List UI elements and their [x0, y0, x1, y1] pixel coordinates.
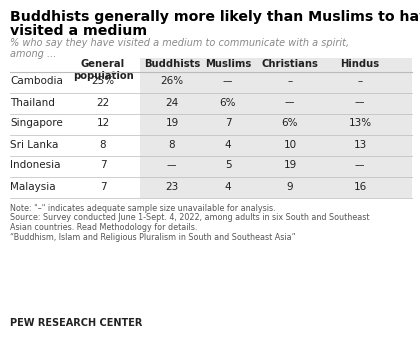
Text: 5: 5: [225, 160, 231, 170]
Text: Cambodia: Cambodia: [10, 76, 63, 86]
Text: 16: 16: [353, 182, 367, 191]
Text: 19: 19: [165, 119, 178, 129]
Text: 8: 8: [100, 139, 106, 150]
Text: ––: ––: [167, 160, 177, 170]
Text: 24: 24: [165, 98, 178, 107]
Bar: [140, 58, 412, 198]
Text: 23: 23: [165, 182, 178, 191]
Text: 4: 4: [225, 139, 231, 150]
Text: –: –: [357, 76, 362, 86]
Text: visited a medium: visited a medium: [10, 24, 147, 38]
Text: 22: 22: [96, 98, 110, 107]
Text: PEW RESEARCH CENTER: PEW RESEARCH CENTER: [10, 318, 142, 328]
Text: Thailand: Thailand: [10, 98, 55, 107]
Text: 10: 10: [284, 139, 297, 150]
Text: 6%: 6%: [282, 119, 298, 129]
Text: Hindus: Hindus: [341, 59, 380, 69]
Text: “Buddhism, Islam and Religious Pluralism in South and Southeast Asia”: “Buddhism, Islam and Religious Pluralism…: [10, 233, 296, 241]
Text: 6%: 6%: [220, 98, 236, 107]
Text: Singapore: Singapore: [10, 119, 63, 129]
Text: 13: 13: [353, 139, 367, 150]
Text: 26%: 26%: [160, 76, 184, 86]
Text: Buddhists generally more likely than Muslims to have: Buddhists generally more likely than Mus…: [10, 10, 420, 24]
Text: 13%: 13%: [349, 119, 372, 129]
Text: Indonesia: Indonesia: [10, 160, 60, 170]
Text: 7: 7: [100, 160, 106, 170]
Text: ––: ––: [223, 76, 233, 86]
Text: 12: 12: [96, 119, 110, 129]
Text: 9: 9: [287, 182, 293, 191]
Text: General
population: General population: [73, 59, 134, 81]
Text: 7: 7: [225, 119, 231, 129]
Text: 25%: 25%: [92, 76, 115, 86]
Text: % who say they have visited a medium to communicate with a spirit,: % who say they have visited a medium to …: [10, 38, 349, 48]
Text: Malaysia: Malaysia: [10, 182, 55, 191]
Text: 4: 4: [225, 182, 231, 191]
Text: Buddhists: Buddhists: [144, 59, 200, 69]
Text: Note: "–" indicates adequate sample size unavailable for analysis.: Note: "–" indicates adequate sample size…: [10, 204, 276, 213]
Text: 8: 8: [169, 139, 175, 150]
Text: 19: 19: [284, 160, 297, 170]
Text: among ...: among ...: [10, 49, 56, 59]
Text: Muslims: Muslims: [205, 59, 251, 69]
Text: –: –: [287, 76, 293, 86]
Text: ––: ––: [355, 98, 365, 107]
Text: ––: ––: [285, 98, 295, 107]
Text: Source: Survey conducted June 1-Sept. 4, 2022, among adults in six South and Sou: Source: Survey conducted June 1-Sept. 4,…: [10, 214, 370, 222]
Text: Sri Lanka: Sri Lanka: [10, 139, 58, 150]
Text: ––: ––: [355, 160, 365, 170]
Text: Asian countries. Read Methodology for details.: Asian countries. Read Methodology for de…: [10, 223, 197, 232]
Text: 7: 7: [100, 182, 106, 191]
Text: Christians: Christians: [262, 59, 318, 69]
